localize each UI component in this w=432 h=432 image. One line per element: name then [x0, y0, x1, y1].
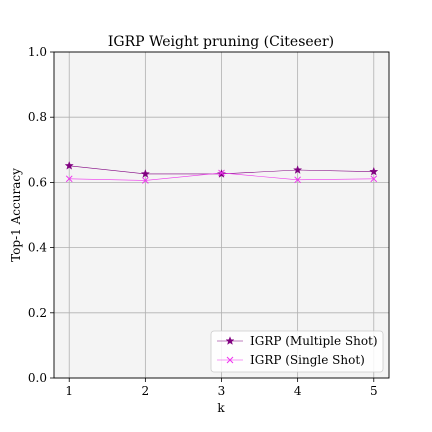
y-axis-ticks: 0.0 0.2 0.4 0.6 0.8 1.0 [28, 45, 54, 385]
y-tick-label: 0.0 [28, 371, 47, 385]
x-tick-label: 3 [218, 384, 226, 398]
x-axis-label: k [217, 401, 225, 415]
y-axis-label: Top-1 Accuracy [9, 168, 23, 262]
x-axis-ticks: 1 2 3 4 5 [65, 378, 377, 398]
y-tick-label: 0.8 [28, 110, 47, 124]
legend-label-2: IGRP (Single Shot) [250, 353, 365, 367]
chart-title: IGRP Weight pruning (Citeseer) [108, 34, 334, 50]
y-tick-label: 1.0 [28, 45, 47, 59]
legend-label-1: IGRP (Multiple Shot) [250, 334, 378, 348]
y-tick-label: 0.6 [28, 175, 47, 189]
y-tick-label: 0.2 [28, 306, 47, 320]
x-tick-label: 1 [65, 384, 73, 398]
legend: IGRP (Multiple Shot) IGRP (Single Shot) [211, 331, 383, 372]
x-tick-label: 2 [142, 384, 150, 398]
x-tick-label: 4 [294, 384, 302, 398]
x-tick-label: 5 [370, 384, 378, 398]
y-tick-label: 0.4 [28, 241, 47, 255]
